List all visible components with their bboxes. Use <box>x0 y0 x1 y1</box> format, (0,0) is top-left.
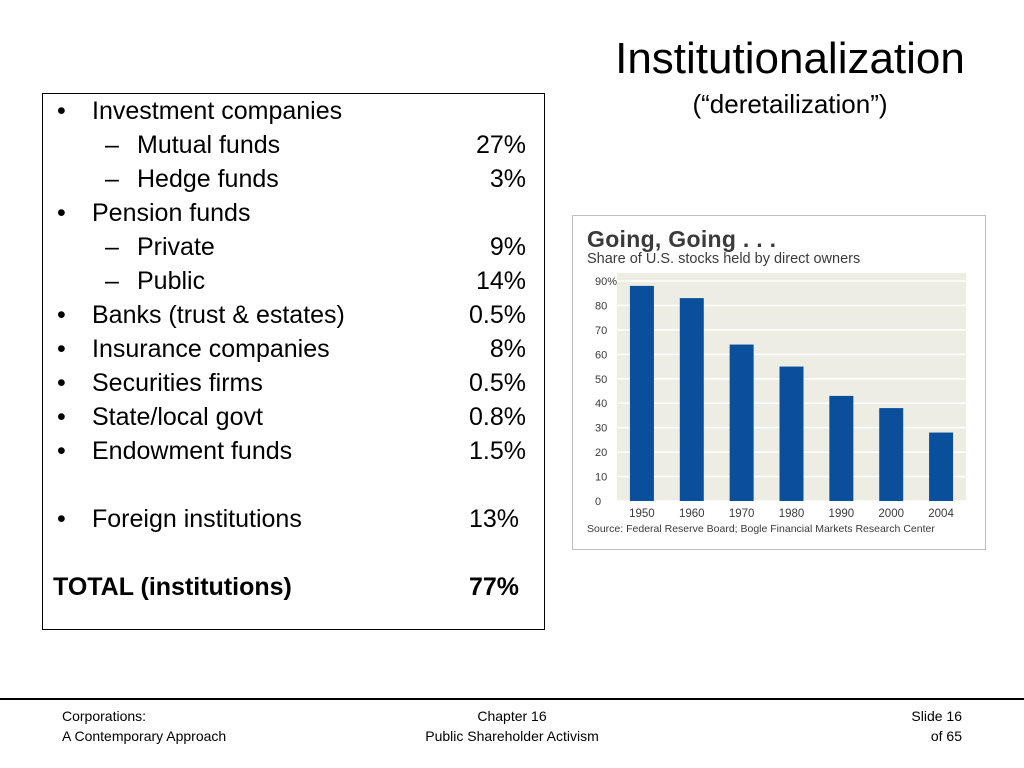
dash-marker: – <box>105 267 119 295</box>
footer-course-line1: Corporations: <box>62 708 147 724</box>
ownership-chart: Going, Going . . . Share of U.S. stocks … <box>572 215 986 550</box>
holder-label: Mutual funds <box>137 131 281 159</box>
footer-course-line2: A Contemporary Approach <box>62 728 227 744</box>
footer-slide-number: Slide 16 of 65 <box>911 706 962 746</box>
bullet-marker: • <box>57 437 66 465</box>
footer-chapter: Chapter 16 Public Shareholder Activism <box>362 706 662 746</box>
holder-percentage: 0.5% <box>469 301 526 329</box>
bar-1960 <box>679 298 704 501</box>
holder-label: Private <box>137 233 215 261</box>
chart-subtitle: Share of U.S. stocks held by direct owne… <box>587 251 861 267</box>
holder-percentage: 0.5% <box>469 369 526 397</box>
y-tick-label: 50 <box>595 374 607 386</box>
y-tick-label: 30 <box>595 423 607 435</box>
holder-label: State/local govt <box>92 403 263 431</box>
holder-percentage: 8% <box>489 335 526 363</box>
sub-list-item: – Mutual funds 27% <box>43 128 533 162</box>
list-item: • Endowment funds 1.5% <box>43 434 533 468</box>
bullet-marker: • <box>57 301 66 329</box>
holder-label: Public <box>137 267 206 295</box>
list-item: • State/local govt 0.8% <box>43 400 533 434</box>
holder-percentage: 3% <box>489 165 526 193</box>
holder-label: Foreign institutions <box>92 505 302 533</box>
slide-subtitle: (“deretailization”) <box>692 89 888 119</box>
holder-percentage: 27% <box>475 131 526 159</box>
holder-label: Investment companies <box>92 97 343 125</box>
holder-label: Endowment funds <box>92 437 293 465</box>
chart-title: Going, Going . . . <box>587 226 777 252</box>
holder-percentage: 77% <box>468 573 519 601</box>
holder-label: Hedge funds <box>137 165 279 193</box>
list-item: • Insurance companies 8% <box>43 332 533 366</box>
holder-label: TOTAL (institutions) <box>53 573 292 601</box>
holder-percentage: 14% <box>475 267 526 295</box>
holder-label: Pension funds <box>92 199 251 227</box>
holder-label: Banks (trust & estates) <box>92 301 345 329</box>
y-tick-label: 20 <box>595 447 607 459</box>
bar-2000 <box>879 408 904 501</box>
footer-chapter-line2: Public Shareholder Activism <box>425 728 599 744</box>
x-tick-label: 1960 <box>679 508 705 520</box>
y-tick-label: 10 <box>595 472 607 484</box>
x-tick-label: 2000 <box>878 508 904 520</box>
holder-percentage: 0.8% <box>469 403 526 431</box>
holder-label: Securities firms <box>92 369 263 397</box>
bullet-marker: • <box>57 335 66 363</box>
dash-marker: – <box>105 233 119 261</box>
footer-slide-line1: Slide 16 <box>911 708 962 724</box>
y-tick-label: 90% <box>595 276 617 288</box>
list-item: • Pension funds <box>43 196 533 230</box>
chart-plot: 0 10 20 30 40 50 60 70 80 90% 1950 1960 1970 1980 1990… <box>595 273 966 520</box>
y-tick-label: 70 <box>595 325 607 337</box>
holder-percentage: 9% <box>489 233 526 261</box>
dash-marker: – <box>105 131 119 159</box>
slide-title: Institutionalization <box>615 34 965 83</box>
x-tick-label: 1950 <box>629 508 655 520</box>
x-tick-label: 2004 <box>928 508 954 520</box>
x-tick-label: 1980 <box>779 508 805 520</box>
sub-list-item: – Public 14% <box>43 264 533 298</box>
bullet-marker: • <box>57 505 66 533</box>
list-item: • Securities firms 0.5% <box>43 366 533 400</box>
bar-1970 <box>729 344 754 501</box>
y-tick-label: 40 <box>595 398 607 410</box>
chart-source: Source: Federal Reserve Board; Bogle Fin… <box>587 523 935 535</box>
institutional-holders-list: • Investment companies – Mutual funds 27% – He… <box>42 93 545 630</box>
sub-list-item: – Private 9% <box>43 230 533 264</box>
footer-course: Corporations: A Contemporary Approach <box>62 706 226 746</box>
dash-marker: – <box>105 165 119 193</box>
holder-percentage: 1.5% <box>469 437 526 465</box>
bullet-marker: • <box>57 403 66 431</box>
holder-label: Insurance companies <box>92 335 330 363</box>
bullet-marker: • <box>57 97 66 125</box>
footer-chapter-line1: Chapter 16 <box>477 708 547 724</box>
sub-list-item: – Hedge funds 3% <box>43 162 533 196</box>
y-tick-label: 60 <box>595 349 607 361</box>
y-tick-label: 0 <box>595 496 601 508</box>
holder-percentage: 13% <box>468 505 519 533</box>
bar-1980 <box>779 366 804 501</box>
footer-slide-line2: of 65 <box>930 728 962 744</box>
list-item: • Foreign institutions 13% <box>43 502 533 536</box>
list-item: • Banks (trust & estates) 0.5% <box>43 298 533 332</box>
bar-1990 <box>829 395 854 501</box>
x-tick-label: 1970 <box>729 508 755 520</box>
bar-2004 <box>929 432 954 501</box>
footer-divider <box>0 698 1024 700</box>
bullet-marker: • <box>57 369 66 397</box>
x-tick-label: 1990 <box>829 508 855 520</box>
bar-1950 <box>629 285 654 501</box>
y-tick-label: 80 <box>595 300 607 312</box>
total-row: TOTAL (institutions) 77% <box>43 570 533 604</box>
list-item: • Investment companies <box>43 94 533 128</box>
bullet-marker: • <box>57 199 66 227</box>
